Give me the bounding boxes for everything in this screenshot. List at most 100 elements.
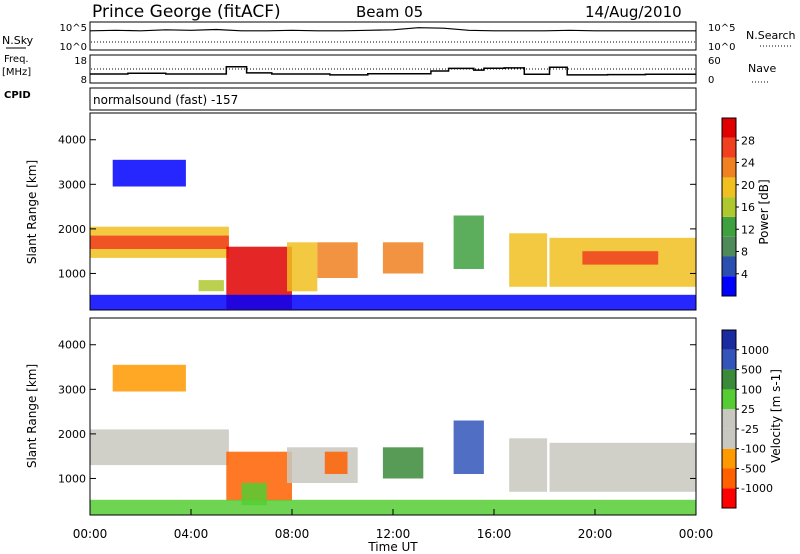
velocity-colorbar-tick: 1000 xyxy=(741,344,769,357)
velocity-echo-region xyxy=(509,438,548,492)
nsky-series-line xyxy=(89,27,696,32)
velocity-ylabel: Slant Range [km] xyxy=(25,364,39,468)
velocity-panel: 4000 3000 2000 1000 00:00 04:00 08:00 12:00 16:… xyxy=(25,317,714,554)
power-echo-region xyxy=(317,242,358,278)
velocity-colorbar-tick: -100 xyxy=(741,443,766,456)
power-echo-region xyxy=(90,235,229,249)
time-tick-label: 08:00 xyxy=(275,527,310,541)
freq-series-line xyxy=(90,66,696,76)
nsearch-label: N.Search xyxy=(746,29,796,42)
power-colorbar-segment xyxy=(722,216,736,237)
velocity-echo-region xyxy=(453,420,484,474)
power-colorbar-segment xyxy=(722,157,736,178)
velocity-colorbar-segment xyxy=(722,468,736,489)
velocity-colorbar-segment xyxy=(722,349,736,370)
power-echo-region xyxy=(287,242,318,292)
velocity-colorbar-tick: -1000 xyxy=(741,482,773,495)
nsky-label: N.Sky xyxy=(2,34,34,47)
power-echo-region xyxy=(90,294,696,310)
nave-tick-top: 60 xyxy=(708,56,721,67)
power-ytick-label: 3000 xyxy=(58,178,86,191)
power-colorbar-segment xyxy=(722,137,736,158)
velocity-colorbar-segment xyxy=(722,330,736,350)
nsky-tick-bottom: 10^0 xyxy=(60,42,87,53)
power-colorbar-tick: 20 xyxy=(741,179,755,192)
power-colorbar-tick: 12 xyxy=(741,223,755,236)
velocity-echo-region xyxy=(324,451,348,474)
velocity-echo-region xyxy=(90,499,696,515)
velocity-colorbar-segment xyxy=(722,409,736,429)
station-title: Prince George (fitACF) xyxy=(92,2,281,22)
power-colorbar-tick: 4 xyxy=(741,268,748,281)
nsearch-tick-bottom: 10^0 xyxy=(708,42,735,53)
velocity-colorbar-segment xyxy=(722,448,736,469)
power-ytick-label: 2000 xyxy=(58,223,86,236)
power-colorbar: 28 24 20 16 12 8 4 xyxy=(721,117,755,297)
cpid-mode-text: normalsound (fast) -157 xyxy=(93,93,238,107)
nsky-tick-top: 10^5 xyxy=(60,23,87,34)
velocity-colorbar-label: Velocity [m s-1] xyxy=(769,369,783,463)
time-tick-label: 12:00 xyxy=(376,527,411,541)
freq-tick-top: 18 xyxy=(74,56,87,67)
time-tick-label: 04:00 xyxy=(174,527,209,541)
velocity-colorbar-tick: 100 xyxy=(741,383,762,396)
nave-label: Nave xyxy=(748,62,776,75)
time-tick-label: 00:00 xyxy=(679,527,714,541)
power-echo-region xyxy=(582,251,659,265)
power-colorbar-segment xyxy=(722,276,736,296)
velocity-ytick-label: 1000 xyxy=(58,472,86,485)
time-tick-label: 00:00 xyxy=(73,527,108,541)
power-panel: 4000 3000 2000 1000 Slant Range [km] xyxy=(25,112,697,311)
power-echo-region xyxy=(198,280,224,292)
freq-label: Freq. xyxy=(4,54,29,65)
date-title: 14/Aug/2010 xyxy=(585,3,682,21)
power-colorbar-segment xyxy=(722,118,736,138)
velocity-colorbar-segment xyxy=(722,428,736,449)
power-colorbar-tick: 16 xyxy=(741,201,755,214)
power-echo-region xyxy=(382,242,424,274)
power-colorbar-tick: 8 xyxy=(741,246,748,259)
power-colorbar-segment xyxy=(722,197,736,217)
velocity-colorbar-segment xyxy=(722,389,736,410)
velocity-colorbar-segment xyxy=(722,369,736,390)
freq-tick-bottom: 8 xyxy=(81,75,87,86)
velocity-ytick-label: 3000 xyxy=(58,383,86,396)
freq-unit-label: [MHz] xyxy=(2,67,31,78)
power-colorbar-segment xyxy=(722,236,736,257)
nave-tick-bottom: 0 xyxy=(708,75,714,86)
velocity-colorbar-segment xyxy=(722,488,736,508)
power-echo-region xyxy=(112,159,186,187)
power-colorbar-tick: 24 xyxy=(741,157,755,170)
velocity-colorbar-tick: -25 xyxy=(741,423,759,436)
velocity-ytick-label: 2000 xyxy=(58,428,86,441)
cpid-panel: normalsound (fast) -157 xyxy=(89,87,697,111)
velocity-colorbar-tick: 25 xyxy=(741,403,755,416)
velocity-ytick-label: 4000 xyxy=(58,339,86,352)
cpid-label: CPID xyxy=(4,90,31,101)
nsearch-tick-top: 10^5 xyxy=(708,23,735,34)
power-colorbar-tick: 28 xyxy=(741,134,755,147)
velocity-echo-region xyxy=(382,447,424,479)
velocity-echo-region xyxy=(112,364,186,392)
power-ylabel: Slant Range [km] xyxy=(25,160,39,264)
velocity-echo-region xyxy=(549,442,696,492)
time-xlabel: Time UT xyxy=(367,540,418,554)
power-ytick-label: 4000 xyxy=(58,134,86,147)
time-tick-label: 16:00 xyxy=(477,527,512,541)
velocity-echo-region xyxy=(90,429,229,466)
time-tick-label: 20:00 xyxy=(578,527,613,541)
power-colorbar-segment xyxy=(722,256,736,277)
velocity-colorbar-tick: 500 xyxy=(741,364,762,377)
power-echo-region xyxy=(509,233,548,287)
power-echo-region xyxy=(453,215,484,269)
velocity-echo-region xyxy=(241,482,267,506)
power-ytick-label: 1000 xyxy=(58,267,86,280)
beam-title: Beam 05 xyxy=(356,3,423,21)
velocity-colorbar-tick: -500 xyxy=(741,462,766,475)
freq-panel: 18 8 60 0 xyxy=(74,54,721,86)
velocity-colorbar: 1000 500 100 25 -25 -100 -500 -1000 xyxy=(721,329,773,509)
power-colorbar-label: Power [dB] xyxy=(757,179,771,244)
power-colorbar-segment xyxy=(722,177,736,198)
nsky-panel: 10^5 10^0 10^5 10^0 xyxy=(60,21,735,53)
